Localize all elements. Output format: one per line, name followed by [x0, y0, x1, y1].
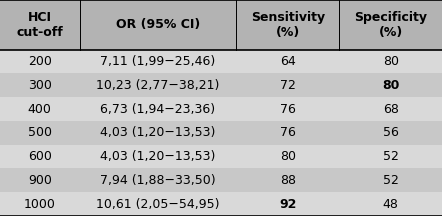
Bar: [339, 168, 442, 192]
Bar: [80, 73, 236, 97]
Text: 900: 900: [28, 174, 52, 187]
Text: 76: 76: [280, 103, 296, 116]
Bar: [0, 192, 80, 216]
Text: Specificity
(%): Specificity (%): [354, 11, 427, 39]
Text: 300: 300: [28, 79, 52, 92]
Text: 52: 52: [383, 174, 399, 187]
Bar: [0, 0, 80, 50]
Bar: [236, 121, 339, 145]
Bar: [80, 192, 236, 216]
Text: 72: 72: [280, 79, 296, 92]
Bar: [236, 0, 339, 50]
Bar: [236, 192, 339, 216]
Bar: [80, 168, 236, 192]
Bar: [0, 145, 80, 168]
Bar: [80, 50, 236, 73]
Text: 200: 200: [28, 55, 52, 68]
Bar: [80, 97, 236, 121]
Bar: [236, 50, 339, 73]
Bar: [236, 73, 339, 97]
Text: 6,73 (1,94−23,36): 6,73 (1,94−23,36): [100, 103, 216, 116]
Bar: [0, 168, 80, 192]
Bar: [339, 73, 442, 97]
Bar: [0, 97, 80, 121]
Bar: [236, 168, 339, 192]
Text: 4,03 (1,20−13,53): 4,03 (1,20−13,53): [100, 150, 216, 163]
Text: 600: 600: [28, 150, 52, 163]
Text: OR (95% CI): OR (95% CI): [116, 18, 200, 31]
Text: 500: 500: [28, 126, 52, 139]
Text: 10,61 (2,05−54,95): 10,61 (2,05−54,95): [96, 198, 220, 211]
Text: 92: 92: [279, 198, 297, 211]
Text: 400: 400: [28, 103, 52, 116]
Bar: [236, 145, 339, 168]
Text: 48: 48: [383, 198, 399, 211]
Text: 7,11 (1,99−25,46): 7,11 (1,99−25,46): [100, 55, 216, 68]
Bar: [80, 0, 236, 50]
Text: 52: 52: [383, 150, 399, 163]
Text: HCI
cut-off: HCI cut-off: [16, 11, 63, 39]
Text: 4,03 (1,20−13,53): 4,03 (1,20−13,53): [100, 126, 216, 139]
Text: 1000: 1000: [24, 198, 56, 211]
Text: 80: 80: [383, 55, 399, 68]
Bar: [339, 192, 442, 216]
Bar: [339, 97, 442, 121]
Text: Sensitivity
(%): Sensitivity (%): [251, 11, 325, 39]
Text: 88: 88: [280, 174, 296, 187]
Bar: [236, 97, 339, 121]
Text: 7,94 (1,88−33,50): 7,94 (1,88−33,50): [100, 174, 216, 187]
Bar: [0, 73, 80, 97]
Text: 68: 68: [383, 103, 399, 116]
Text: 56: 56: [383, 126, 399, 139]
Bar: [0, 121, 80, 145]
Bar: [80, 145, 236, 168]
Text: 80: 80: [280, 150, 296, 163]
Bar: [339, 50, 442, 73]
Bar: [339, 0, 442, 50]
Text: 10,23 (2,77−38,21): 10,23 (2,77−38,21): [96, 79, 220, 92]
Bar: [80, 121, 236, 145]
Text: 80: 80: [382, 79, 400, 92]
Bar: [339, 145, 442, 168]
Bar: [339, 121, 442, 145]
Bar: [0, 50, 80, 73]
Text: 76: 76: [280, 126, 296, 139]
Text: 64: 64: [280, 55, 296, 68]
